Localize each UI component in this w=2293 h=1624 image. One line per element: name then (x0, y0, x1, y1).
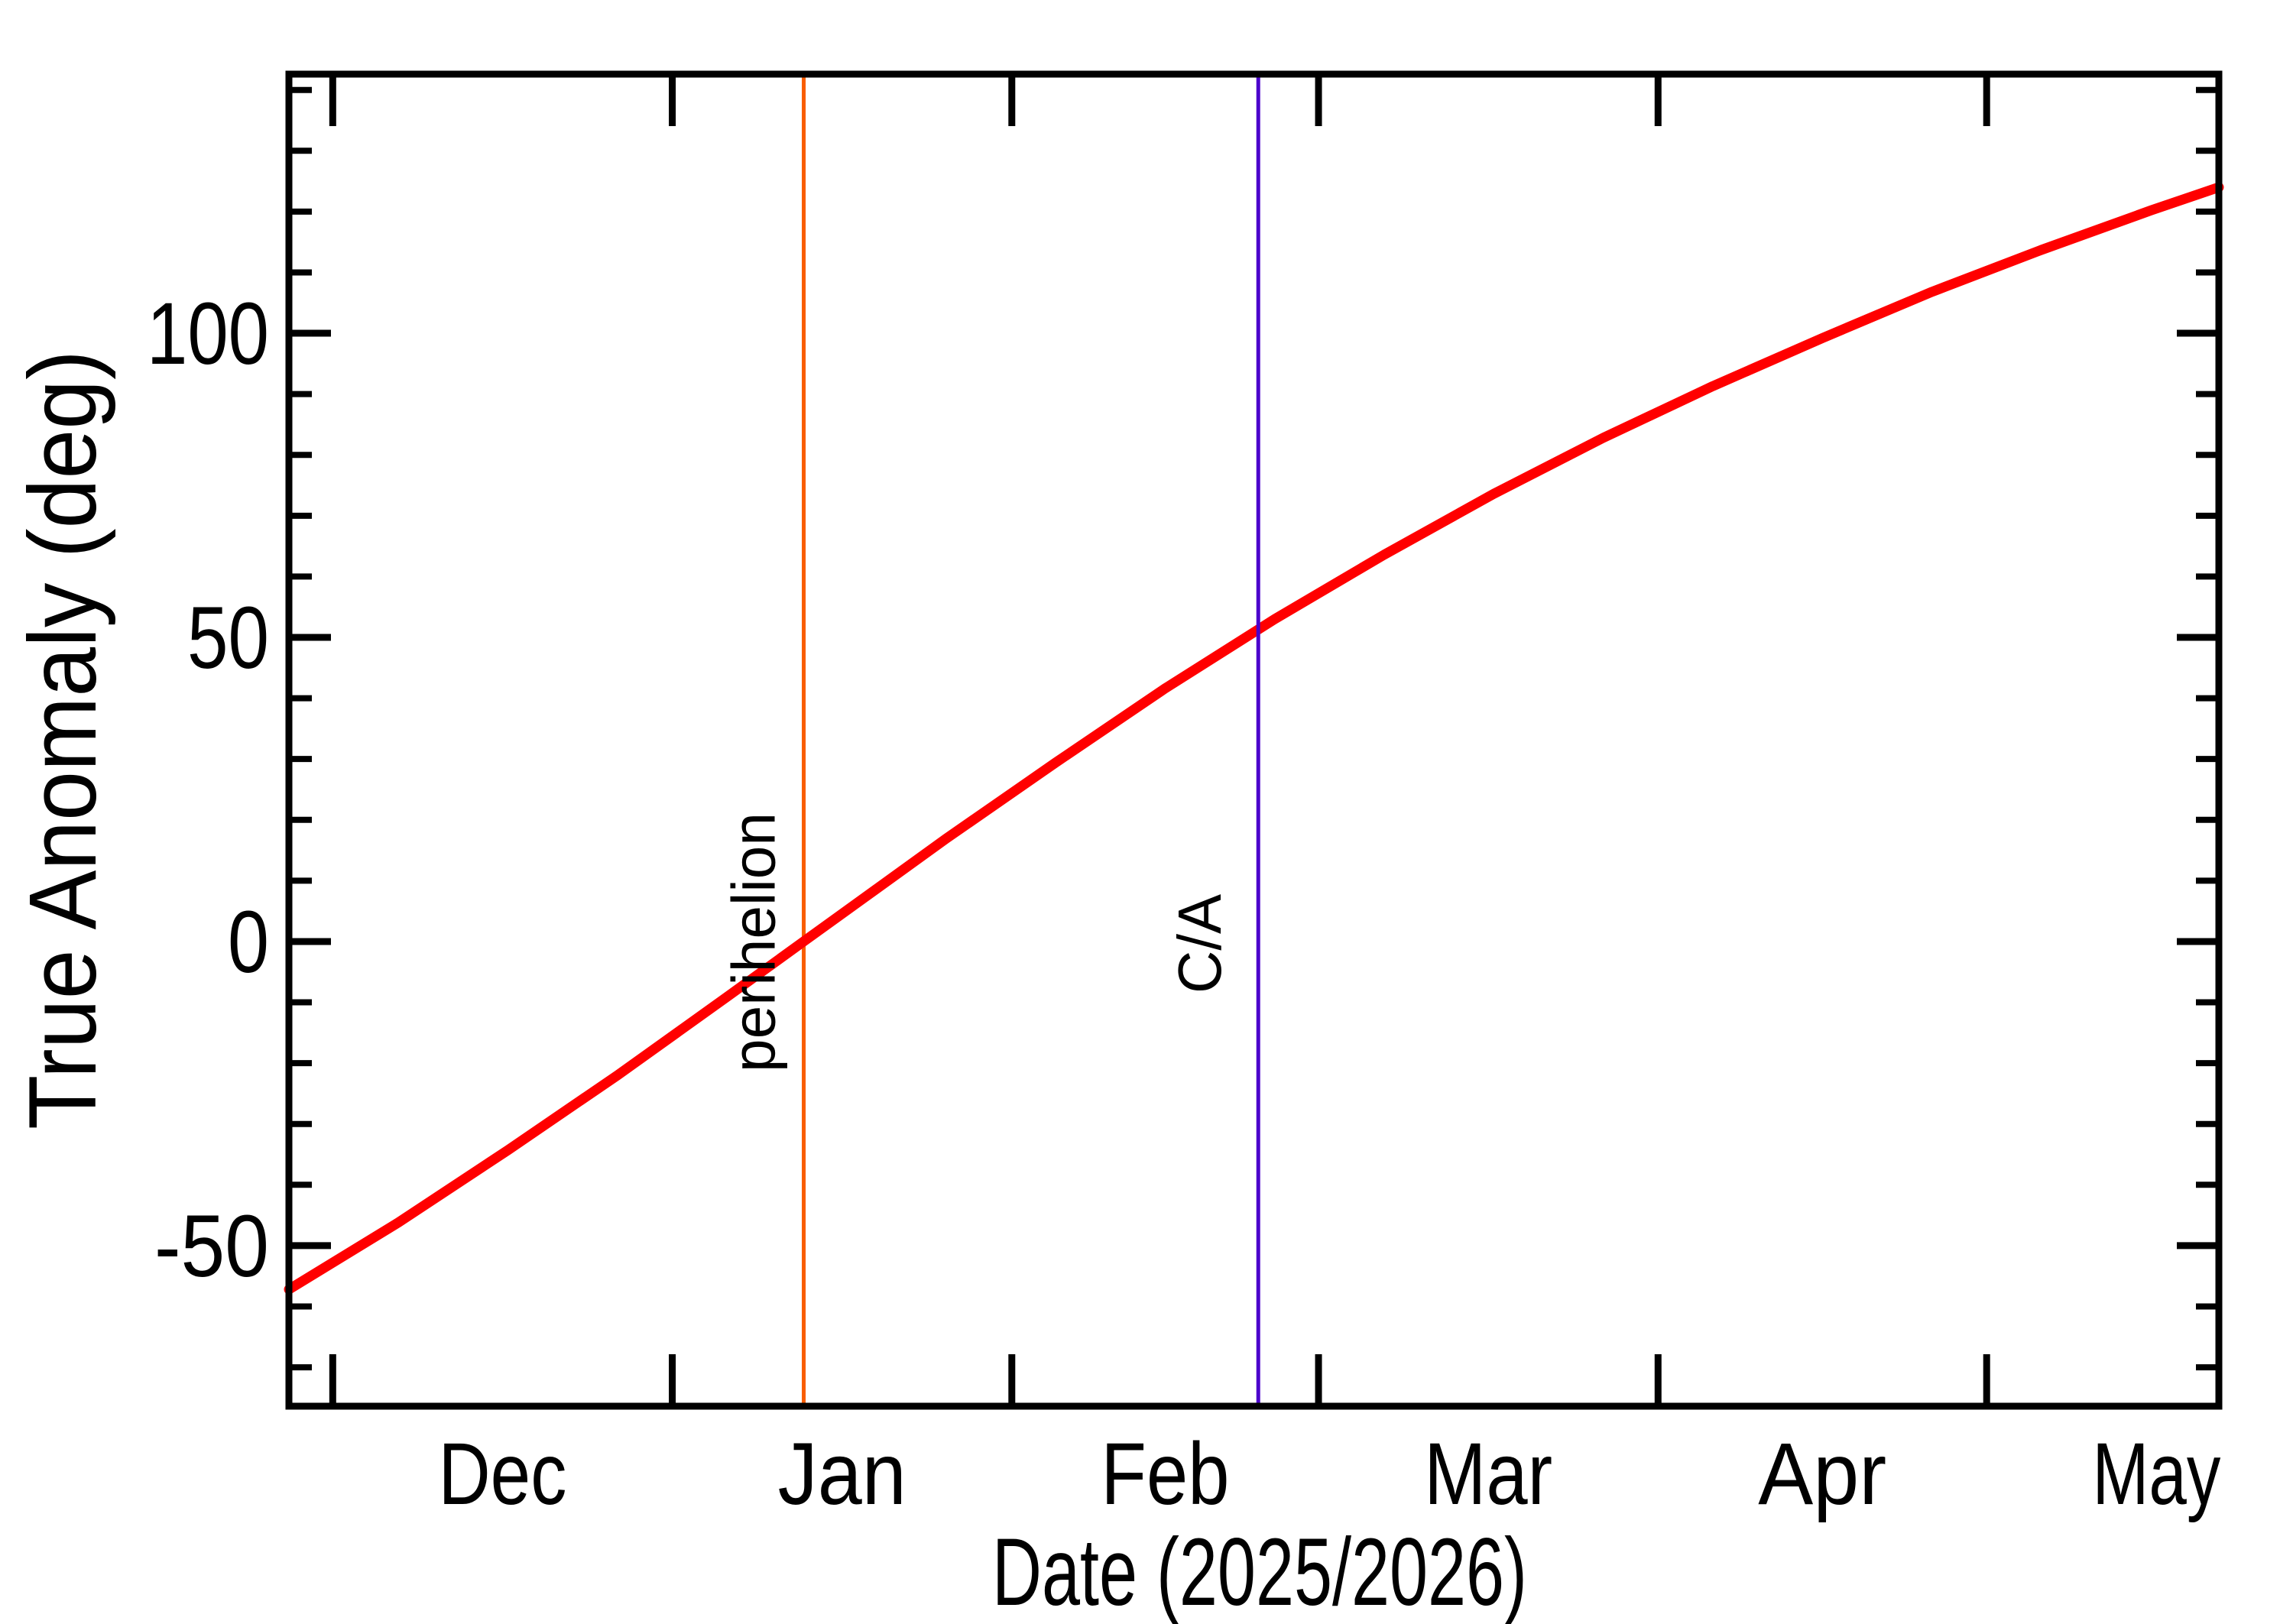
x-month-label: Jan (778, 1425, 906, 1523)
axis-tick-labels: 100 50 0 -50 Dec Jan Feb Mar Apr May (147, 285, 2221, 1523)
x-axis-title: Date (2025/2026) (992, 1519, 1527, 1624)
marker-labels: perihelion C/A (720, 812, 1234, 1072)
x-month-label: Feb (1101, 1425, 1229, 1523)
y-axis-title: True Anomaly (deg) (10, 350, 116, 1130)
y-tick-label: 100 (147, 285, 269, 383)
x-month-label: Apr (1758, 1425, 1886, 1523)
x-month-label: Mar (1424, 1425, 1552, 1523)
perihelion-marker-label: perihelion (720, 812, 788, 1072)
true_anomaly-curve (284, 182, 2224, 1295)
axis-ticks (289, 74, 2219, 1406)
y-tick-label: 0 (228, 893, 269, 991)
x-month-label: Dec (438, 1425, 566, 1523)
series-curves (284, 182, 2224, 1295)
y-tick-label: 50 (187, 589, 269, 687)
plot-frame (285, 70, 2223, 1410)
x-month-label: May (2092, 1425, 2220, 1523)
y-tick-label: -50 (154, 1198, 269, 1295)
close_approach-marker-label: C/A (1166, 893, 1234, 994)
plot-frame-group (285, 70, 2223, 1410)
